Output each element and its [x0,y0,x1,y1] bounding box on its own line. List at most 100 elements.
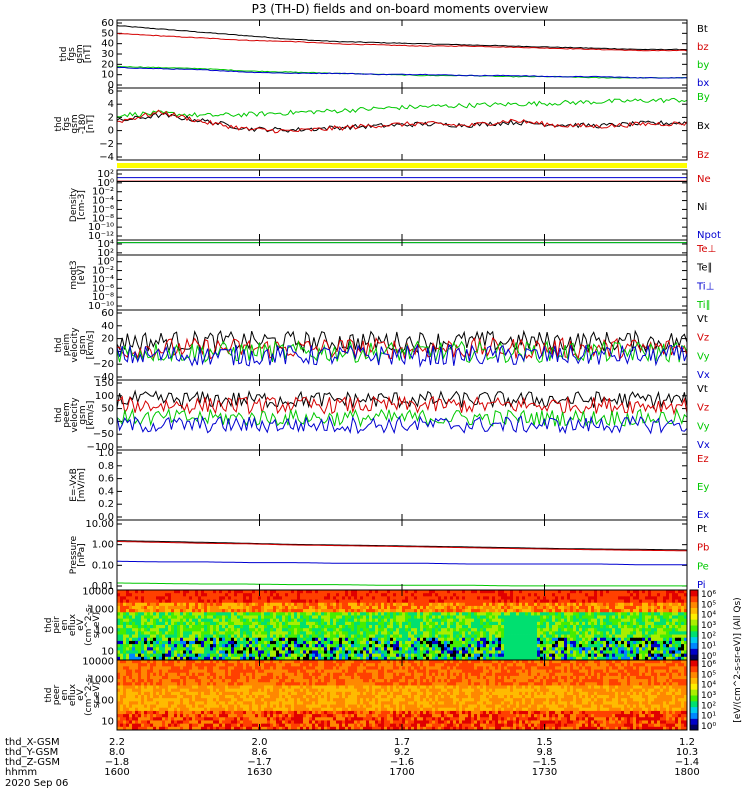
y-tick-label: 0 [108,346,114,357]
x-tick-label: 8.0 [109,747,125,758]
x-tick-label: 9.8 [537,747,553,758]
legend-Vz: Vz [697,403,709,414]
y-axis-label: thd [54,408,64,423]
y-tick-label: 10 [101,717,114,728]
legend-Vx: Vx [697,370,710,381]
y-tick-label: 1000 [89,605,114,616]
x-tick-label: 9.2 [394,747,410,758]
series-line-Vx [116,415,688,435]
y-axis-label: velocity [70,327,80,363]
colorbar-swatch [690,660,698,667]
y-axis-label: thd [59,47,69,62]
y-axis-label: sr-eV) [92,682,102,708]
colorbar-swatch [690,619,698,626]
colorbar-swatch [690,636,698,643]
y-axis-label: thd [44,688,54,703]
x-tick-label: −1.8 [105,757,129,768]
y-tick-label: 0.0 [98,512,114,523]
y-tick-label: 50 [101,404,114,415]
y-axis-label: moqt3 [69,260,79,289]
y-axis-label: thd [44,618,54,633]
y-tick-label: 100 [95,696,114,707]
x-tick-label: 1.7 [394,737,410,748]
legend-Vt: Vt [697,314,708,325]
colorbar-swatch [690,683,698,690]
y-axis-label: [km/s] [86,401,96,430]
y-tick-label: 10⁻¹² [88,231,114,242]
x-tick-label: −1.6 [390,757,414,768]
y-tick-label: 50 [101,28,114,39]
colorbar-swatch [690,630,698,638]
y-tick-label: 10⁴ [97,239,114,250]
panels: thdfgsgsm[nT]0102030405060Btbzbybxthdfgs… [44,18,721,731]
colorbar-tick: 10⁵ [701,600,716,610]
x-tick-label: 1.2 [679,737,695,748]
y-axis-label: eflux [68,683,78,706]
panel-efield: E=-VxB[mV/m] 0.0 0.2 0.40.6 0.8 1.0 Ez Ey Ex [69,448,709,523]
y-axis-label: velocity [70,397,80,433]
legend-Vx: Vx [697,440,710,451]
x-tick-label: −1.7 [247,757,271,768]
y-tick-label: 10⁻¹⁰ [88,222,114,233]
colorbar-swatch [690,724,698,731]
y-axis-label: peir [52,616,62,634]
y-tick-label: 30 [101,49,114,60]
y-axis-label: (cm^2-s- [84,674,94,716]
y-axis-label: peim [62,334,72,357]
y-axis-label: [nT] [83,45,93,63]
y-axis-label: [km/s] [86,331,96,360]
x-row-label: thd_Y-GSM [5,747,58,758]
series-line-Pt [117,540,688,551]
x-tick-label: 2.0 [252,737,268,748]
y-tick-label: 150 [95,378,114,389]
colorbar-swatch [690,665,698,673]
colorbar-swatch [690,677,698,684]
y-tick-label: 0 [108,416,114,427]
colorbar-frame [689,659,699,731]
legend-By: By [697,92,710,103]
colorbar-tick: 10¹ [701,712,716,722]
legend-Pe: Pe [697,561,709,572]
colorbar: 10⁰10¹10²10³10⁴10⁵10⁶10⁰10¹10²10³10⁴10⁵1… [689,589,743,732]
y-tick-label: 40 [101,321,114,332]
legend-bz: bz [697,42,709,53]
legend-Bz: Bz [697,150,709,161]
plot-title: P3 (TH-D) fields and on-board moments ov… [252,2,549,16]
colorbar-tick: 10⁶ [701,660,716,670]
y-tick-label: 0.8 [98,461,114,472]
x-tick-label: 1.5 [537,737,553,748]
y-tick-label: 1000 [89,675,114,686]
x-tick-label: 8.6 [252,747,268,758]
y-axis-label: [eV] [77,266,87,285]
y-tick-label: 20 [101,59,114,70]
x-axis-annotation: thd_X-GSM 2.2 2.0 1.7 1.5 1.2 thd_Y-GSM 8.0 8.6 9… [5,737,700,789]
x-tick-label: 10.3 [676,747,698,758]
x-tick-label: 2.2 [109,737,125,748]
x-tick-label: 1630 [247,767,272,778]
colorbar-swatch [690,689,698,696]
y-axis-label: fgs [62,117,72,131]
legend-Vy: Vy [697,421,710,432]
colorbar-swatch [690,607,698,614]
legend-by: by [697,60,709,71]
y-axis-label: eflux [68,613,78,636]
y-tick-label: 10² [97,169,114,180]
colorbar-swatch [690,718,698,725]
colorbar-swatch [690,601,698,608]
y-tick-label: 0.2 [98,499,114,510]
legend-Pt: Pt [697,524,707,535]
y-tick-label: 4 [108,99,114,110]
y-tick-label: −100 [87,442,114,453]
colorbar-tick: 10⁴ [701,681,716,691]
x-tick-label: 1700 [389,767,414,778]
series-line-Bz [116,109,688,134]
y-tick-label: 10⁻² [92,187,114,198]
x-row-label: thd_Z-GSM [5,757,60,768]
panel-density: Density[cm-3] 10²10⁰10⁻²10⁻⁴10⁻⁶10⁻⁸10⁻¹⁰… [69,169,721,242]
y-axis-label: peer [52,684,62,705]
